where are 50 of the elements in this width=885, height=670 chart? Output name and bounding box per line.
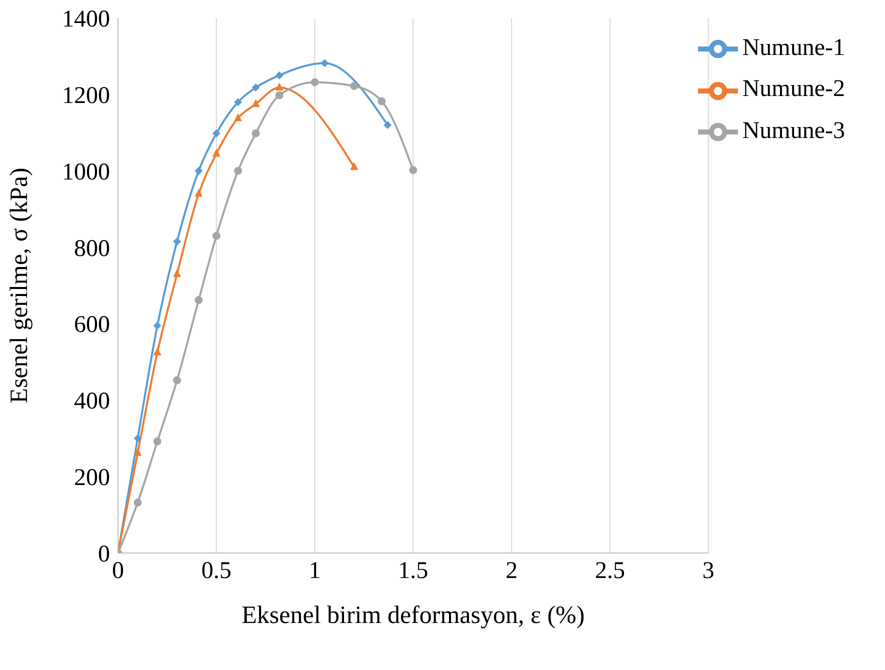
y-tick-label: 1400 <box>62 6 110 33</box>
y-tick-label: 1000 <box>62 159 110 186</box>
point <box>173 376 182 384</box>
x-tick-label: 3 <box>702 558 714 584</box>
point <box>134 448 142 456</box>
x-tick-label: 1 <box>308 558 321 584</box>
y-tick-label: 200 <box>74 465 110 492</box>
point <box>212 232 220 240</box>
point <box>153 322 162 330</box>
x-tick-label: 1.5 <box>398 558 428 584</box>
point <box>234 98 242 106</box>
point <box>212 148 220 157</box>
point <box>234 113 242 122</box>
point <box>310 78 319 86</box>
legend-label: Numune-1 <box>742 35 845 61</box>
point <box>194 296 203 304</box>
point <box>252 84 260 92</box>
point <box>134 434 142 442</box>
legend-label: Numune-3 <box>742 118 845 144</box>
point <box>234 166 242 175</box>
y-tick-label: 400 <box>74 388 110 415</box>
point <box>153 347 162 356</box>
point <box>194 166 203 175</box>
point <box>275 82 284 91</box>
point <box>350 82 358 90</box>
point <box>252 98 260 107</box>
x-tick-label: 2.5 <box>594 558 625 584</box>
y-tick-label: 600 <box>74 312 110 338</box>
point <box>173 269 182 278</box>
point <box>194 188 203 197</box>
point <box>153 437 162 446</box>
point <box>173 238 182 246</box>
point <box>212 129 220 138</box>
point <box>134 498 142 507</box>
point <box>320 59 329 68</box>
legend-label: Numune-2 <box>742 76 845 102</box>
point <box>275 91 284 100</box>
x-tick-label: 2 <box>506 558 518 584</box>
x-tick-label: 0.5 <box>201 558 232 584</box>
point <box>384 121 392 129</box>
y-tick-label: 0 <box>98 542 110 568</box>
x-axis-title: Eksenel birim deformasyon, ε (%) <box>242 602 585 629</box>
point <box>275 71 284 80</box>
point <box>350 162 358 170</box>
point <box>252 129 260 138</box>
y-axis-title: Esenel gerilme, σ (kPa) <box>6 168 33 404</box>
point <box>378 97 386 106</box>
point <box>409 166 418 174</box>
y-tick-label: 1200 <box>62 82 110 109</box>
y-tick-label: 800 <box>74 236 110 262</box>
